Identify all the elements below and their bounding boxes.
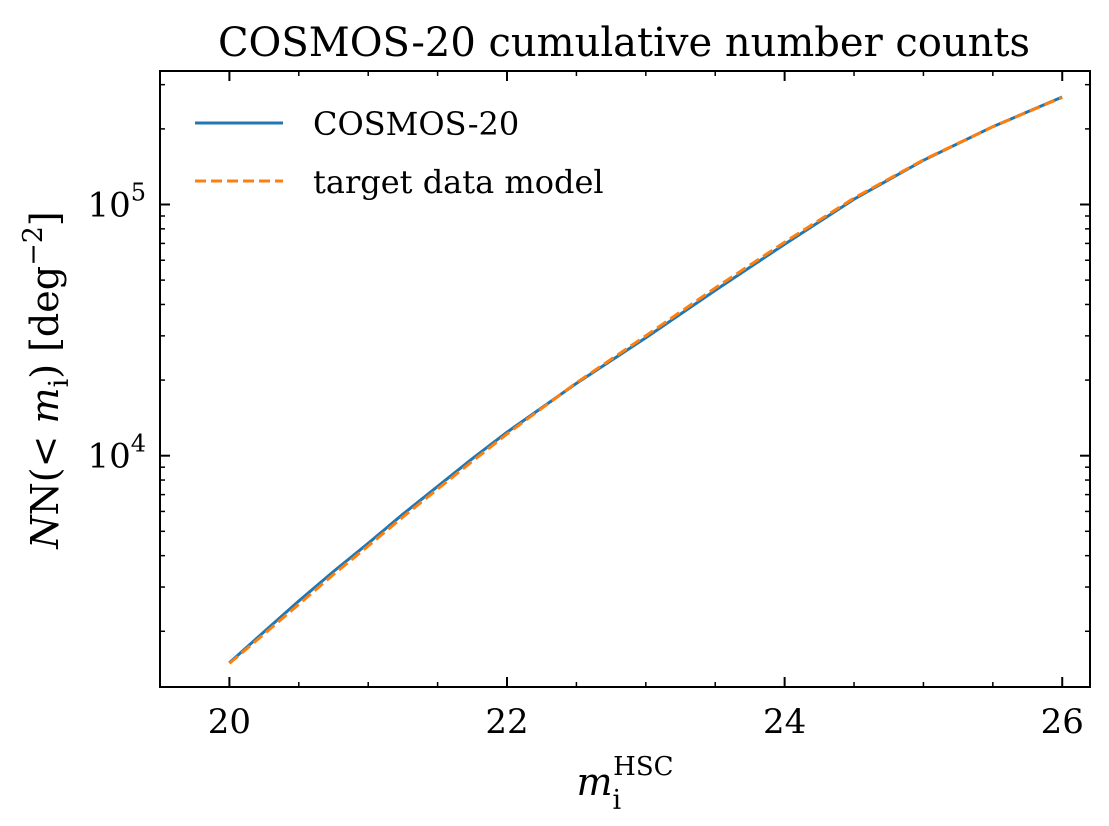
x-tick-label: 26 [1041,702,1084,742]
x-axis-label-sup: HSC [613,752,673,782]
y-axis-label-sub: i [44,378,75,387]
x-tick-label: 22 [485,702,528,742]
y-axis-label-sup: −2 [18,226,49,266]
y-tick-label: 104 [87,430,146,477]
axis-ticks: 20 22 24 26 104 105 [87,71,1090,742]
y-axis-label-var: m [23,387,67,423]
legend-label-target-data-model: target data model [313,163,604,201]
y-axis-label-pre: N(< [23,423,67,515]
plot-area [159,70,1091,688]
y-axis-label-n: N [23,514,67,550]
legend-label-cosmos-20: COSMOS-20 [313,105,519,143]
x-axis-label-sub: i [613,785,622,816]
series-line-target-data-model [228,96,1063,665]
y-axis-label: NN(< mi) [deg−2] [18,211,75,549]
y-tick-label: 105 [87,179,146,226]
chart-title: COSMOS-20 cumulative number counts [218,20,1030,66]
x-tick-label: 24 [763,702,806,742]
legend: COSMOS-20 target data model [195,105,604,201]
y-axis-label-post: ] [23,211,67,226]
plot-lines [228,95,1063,665]
x-axis-label-base: m [576,760,612,804]
y-axis-label-mid: ) [deg [23,266,67,379]
x-axis-label: miHSC [576,752,673,816]
x-tick-label: 20 [208,702,251,742]
